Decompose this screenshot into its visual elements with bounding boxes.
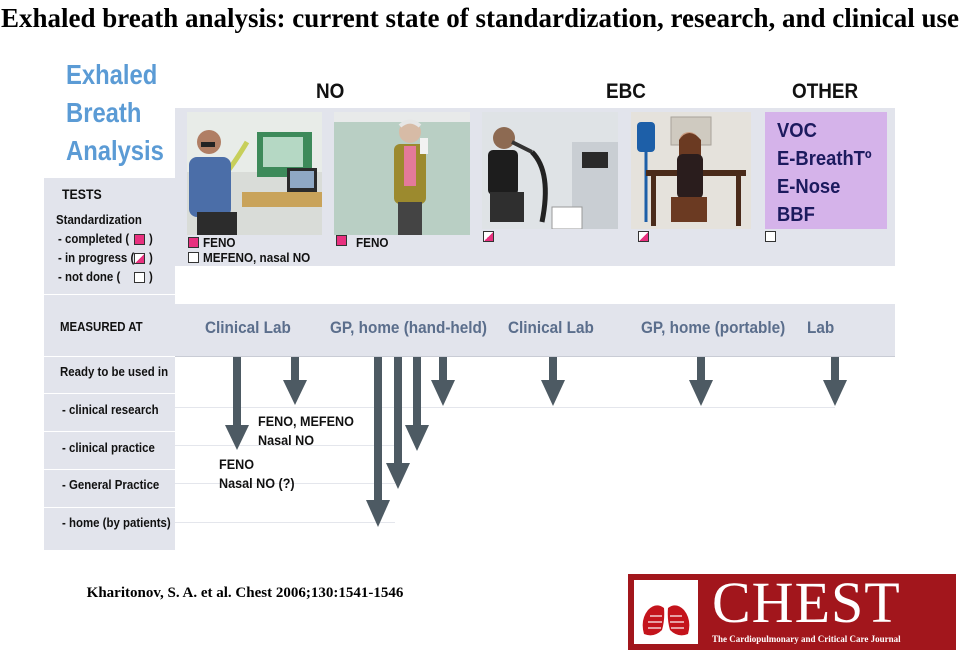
photo-ebc-portable [631,112,751,229]
row-clinical-research: - clinical research [62,402,159,417]
other-item: E-BreathTº [777,148,872,170]
ready-label: Ready to be used in [60,364,169,379]
annotation-line: FENO, MEFENO [258,413,354,429]
divider [44,393,175,394]
row-general-practice: - General Practice [62,477,160,492]
divider [44,356,175,357]
legend-label: - in progress ( [58,250,135,265]
other-item: BBF [777,204,815,226]
arrow-home-ebc [366,357,390,527]
lungs-icon [634,580,698,644]
divider [44,431,175,432]
photo-ebc-clinical [482,112,618,229]
caption-feno: FENO [203,235,236,250]
divider [175,522,395,523]
divider [44,294,175,295]
status-in-progress-ebc-portable [638,231,649,242]
category-ebc: EBC [606,80,646,103]
chest-logo: CHEST The Cardiopulmonary and Critical C… [628,570,956,650]
arrow-feno-handheld [283,357,307,405]
row-clinical-practice: - clinical practice [62,440,155,455]
legend-paren: ) [149,269,153,284]
citation: Kharitonov, S. A. et al. Chest 2006;130:… [86,585,404,601]
side-title-line: Analysis [66,135,164,166]
legend-not-done: - not done ( ) [58,269,173,287]
location-lab: Lab [807,318,835,337]
location-clinical-lab-ebc: Clinical Lab [508,318,594,337]
left-panel [44,178,175,550]
in-progress-swatch [134,253,145,264]
side-title-line: Exhaled [66,59,158,90]
standardization-label: Standardization [56,212,142,227]
slide-title: Exhaled breath analysis: current state o… [0,3,959,33]
divider [175,407,835,408]
status-not-done-other [765,231,776,242]
photo-feno-clinic [187,112,322,235]
divider [175,356,895,357]
arrow-clinical-research-1 [431,357,455,406]
divider [175,445,395,446]
category-other: OTHER [792,80,859,103]
arrow-clinical-research-3 [689,357,713,406]
caption-feno-handheld: FENO [356,235,389,250]
annotation-feno-mefeno: FENO, MEFENO Nasal NO [258,412,354,450]
not-done-swatch [134,272,145,283]
chest-brand: CHEST [712,570,901,635]
photo-feno-handheld [334,112,470,235]
legend-in-progress: - in progress ( ) [58,250,173,268]
location-gp-home-handheld: GP, home (hand-held) [330,318,487,337]
arrow-general-practice [386,357,410,489]
chest-tagline: The Cardiopulmonary and Critical Care Jo… [712,634,901,644]
location-clinical-lab-no: Clinical Lab [205,318,291,337]
arrow-clinical-research-2 [541,357,565,406]
measured-band [175,304,895,356]
other-item: E-Nose [777,176,841,198]
measured-at-label: MEASURED AT [60,319,143,334]
status-completed-feno-handheld [336,235,347,246]
category-no: NO [316,80,345,103]
other-list: VOC E-BreathTº E-Nose BBF [777,117,880,229]
legend-label: - not done ( [58,269,121,284]
row-home: - home (by patients) [62,515,171,530]
completed-swatch [134,234,145,245]
other-item: VOC [777,120,817,142]
side-title: Exhaled Breath Analysis [66,56,181,170]
legend-completed: - completed ( ) [58,231,173,249]
arrow-clinical-research-4 [823,357,847,406]
divider [44,469,175,470]
status-completed-feno [188,237,199,248]
status-in-progress-ebc-clinical [483,231,494,242]
legend-paren: ) [149,231,153,246]
divider [44,507,175,508]
tests-label: TESTS [62,186,102,202]
caption-mefeno: MEFENO, nasal NO [203,250,311,265]
legend-label: - completed ( [58,231,130,246]
annotation-line: Nasal NO (?) [219,475,295,491]
status-not-done-mefeno [188,252,199,263]
divider [175,483,395,484]
legend-paren: ) [149,250,153,265]
other-box: VOC E-BreathTº E-Nose BBF [765,112,887,229]
arrow-feno-clinical [225,357,249,450]
annotation-feno-nasal: FENO Nasal NO (?) [219,455,295,493]
annotation-line: FENO [219,456,255,472]
side-title-line: Breath [66,97,142,128]
location-gp-home-portable: GP, home (portable) [641,318,786,337]
arrow-clinical-practice [405,357,429,451]
annotation-line: Nasal NO [258,432,315,448]
